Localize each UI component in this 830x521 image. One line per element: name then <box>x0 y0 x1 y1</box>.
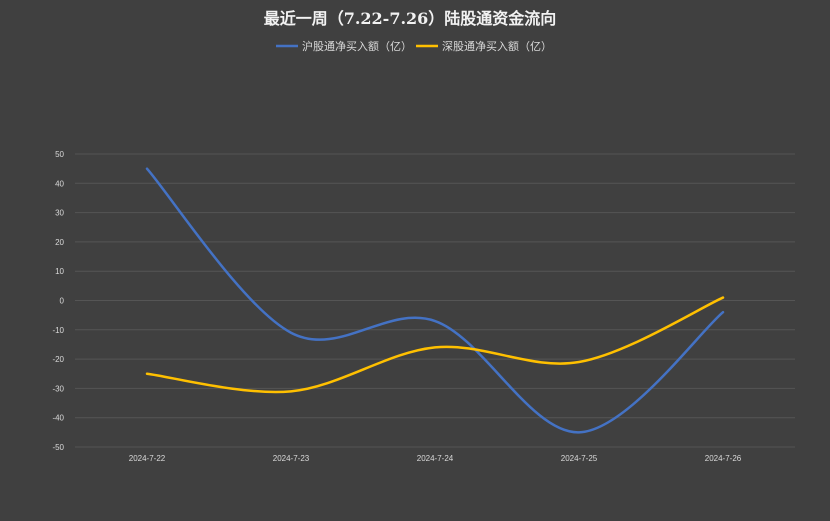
x-tick-label: 2024-7-22 <box>129 454 166 463</box>
y-tick-label: 20 <box>55 238 64 247</box>
y-tick-label: -20 <box>52 355 64 364</box>
legend-label-sh: 沪股通净买入额（亿） <box>302 39 412 53</box>
x-tick-label: 2024-7-24 <box>417 454 454 463</box>
y-tick-label: 40 <box>55 179 64 188</box>
legend: 沪股通净买入额（亿） 深股通净买入额（亿） <box>276 39 552 53</box>
chart-title: 最近一周（7.22-7.26）陆股通资金流向 <box>264 9 557 28</box>
y-tick-label: 50 <box>55 150 64 159</box>
series-line-sh <box>145 167 725 434</box>
y-tick-label: -10 <box>52 326 64 335</box>
x-tick-label: 2024-7-23 <box>273 454 310 463</box>
y-tick-label: 0 <box>60 297 65 306</box>
y-tick-label: 30 <box>55 209 64 218</box>
series-line-sz <box>145 296 725 394</box>
x-axis: 2024-7-22 2024-7-23 2024-7-24 2024-7-25 2024… <box>129 454 742 463</box>
gridlines <box>75 153 795 448</box>
y-tick-label: -50 <box>52 443 64 452</box>
y-tick-label: -30 <box>52 384 64 393</box>
y-tick-label: -40 <box>52 414 64 423</box>
legend-label-sz: 深股通净买入额（亿） <box>442 39 552 53</box>
y-axis: 50 40 30 20 10 0 -10 -20 -30 -40 -50 <box>52 150 64 452</box>
x-tick-label: 2024-7-25 <box>561 454 598 463</box>
y-tick-label: 10 <box>55 267 64 276</box>
x-tick-label: 2024-7-26 <box>705 454 742 463</box>
series <box>145 167 725 434</box>
